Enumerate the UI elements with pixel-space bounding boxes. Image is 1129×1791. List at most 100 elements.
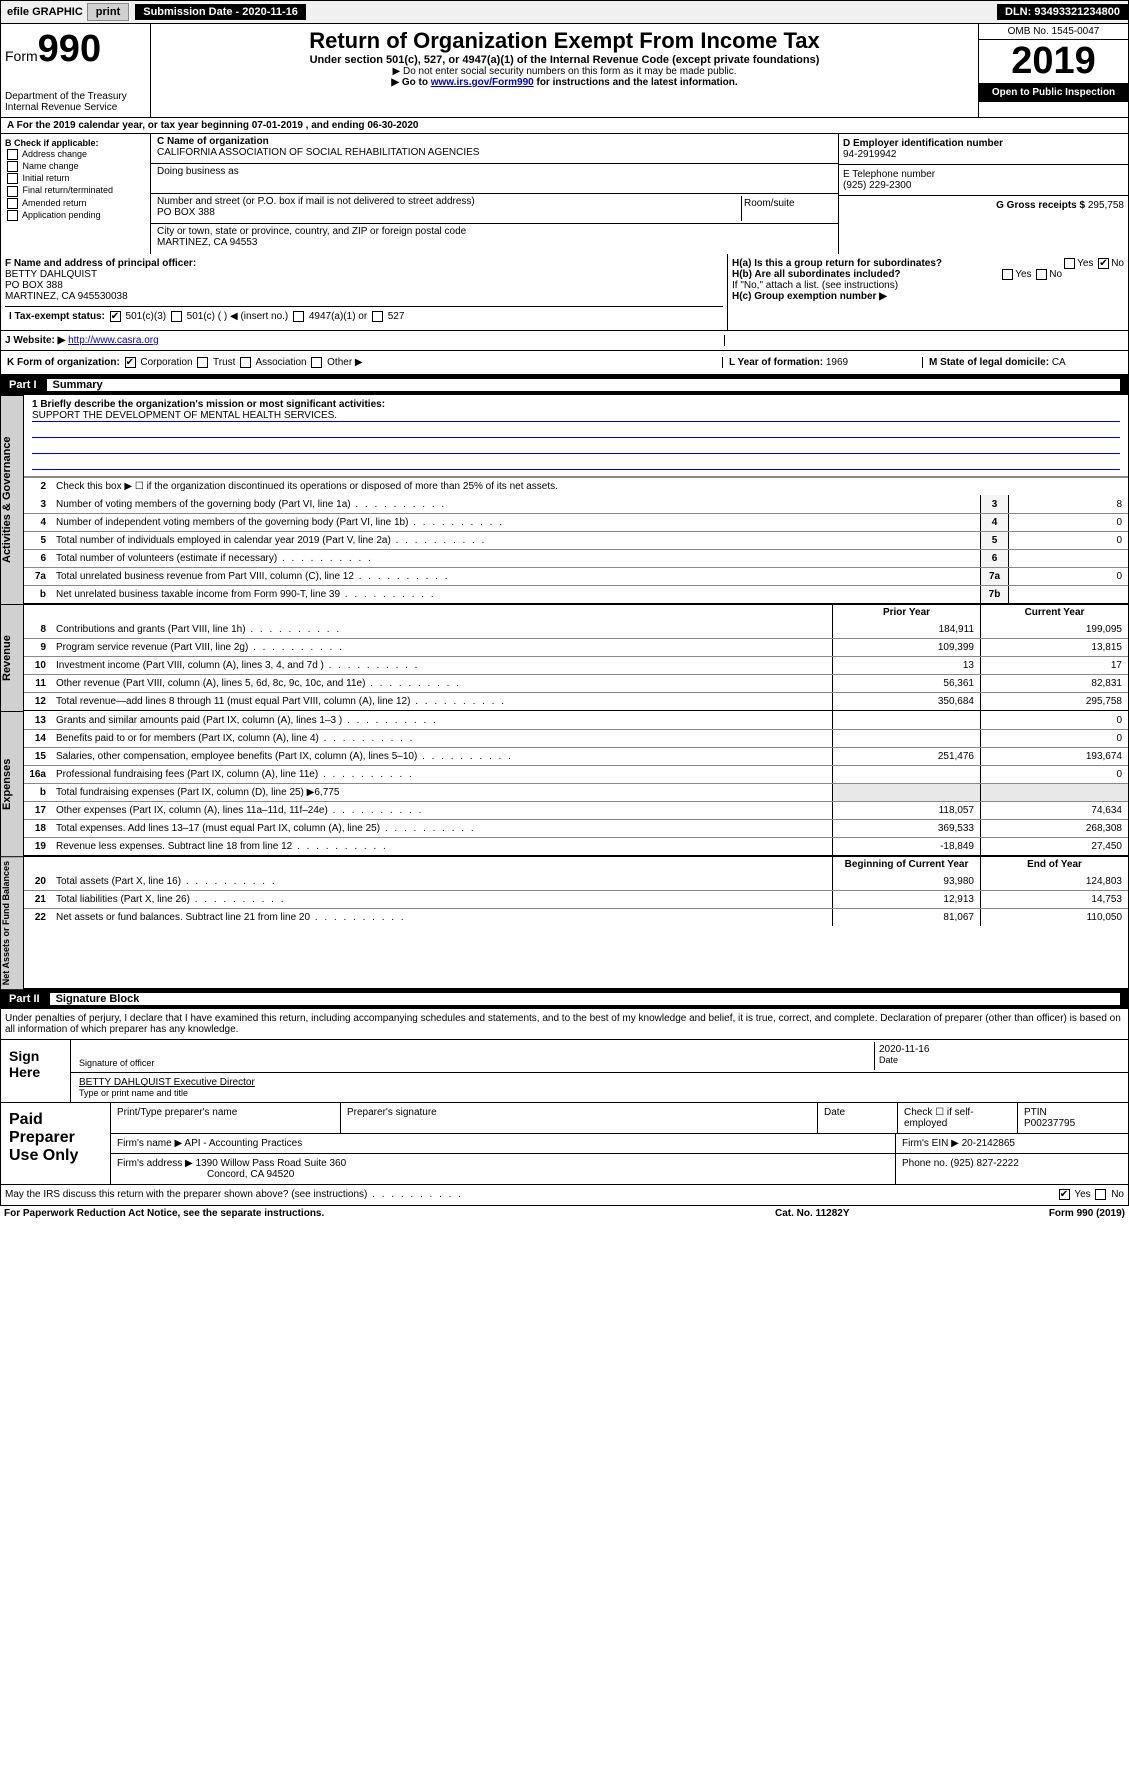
ha-label: H(a) Is this a group return for subordin…: [732, 258, 942, 269]
phone-label: E Telephone number: [843, 169, 1124, 180]
sig-officer-label: Signature of officer: [79, 1058, 870, 1068]
domicile-label: M State of legal domicile:: [929, 357, 1049, 368]
check-501c[interactable]: [171, 311, 182, 322]
org-city: MARTINEZ, CA 94553: [157, 237, 832, 248]
tax-year: 2019: [979, 40, 1128, 83]
table-row: 14Benefits paid to or for members (Part …: [24, 729, 1128, 747]
penalty-statement: Under penalties of perjury, I declare th…: [0, 1009, 1129, 1040]
dln-number: DLN: 93493321234800: [997, 4, 1128, 20]
check-527[interactable]: [372, 311, 383, 322]
paperwork-notice: For Paperwork Reduction Act Notice, see …: [4, 1208, 775, 1219]
firm-phone: (925) 827-2222: [950, 1158, 1018, 1169]
ein-value: 94-2919942: [843, 149, 1124, 160]
gross-value: 295,758: [1088, 200, 1124, 211]
section-a-text: A For the 2019 calendar year, or tax yea…: [7, 120, 418, 131]
officer-group-row: F Name and address of principal officer:…: [0, 254, 1129, 331]
part2-title: Signature Block: [50, 993, 1120, 1005]
irs-link[interactable]: www.irs.gov/Form990: [431, 77, 534, 88]
table-row: 15Salaries, other compensation, employee…: [24, 747, 1128, 765]
check-address-change[interactable]: Address change: [5, 149, 146, 160]
discuss-no[interactable]: [1095, 1189, 1106, 1200]
table-row: 7aTotal unrelated business revenue from …: [24, 567, 1128, 585]
revenue-section: Revenue Prior Year Current Year 8Contrib…: [0, 604, 1129, 711]
part1-header: Part I Summary: [0, 375, 1129, 395]
table-row: 12Total revenue—add lines 8 through 11 (…: [24, 692, 1128, 710]
ha-no[interactable]: [1098, 258, 1109, 269]
check-corporation[interactable]: [125, 357, 136, 368]
table-row: 4Number of independent voting members of…: [24, 513, 1128, 531]
hb-no[interactable]: [1036, 269, 1047, 280]
domicile: CA: [1052, 357, 1066, 368]
net-assets-section: Net Assets or Fund Balances Beginning of…: [0, 856, 1129, 989]
firm-name: API - Accounting Practices: [184, 1138, 302, 1149]
website-link[interactable]: http://www.casra.org: [68, 335, 159, 346]
officer-addr2: MARTINEZ, CA 945530038: [5, 291, 723, 302]
check-application-pending[interactable]: Application pending: [5, 210, 146, 221]
table-row: 11Other revenue (Part VIII, column (A), …: [24, 674, 1128, 692]
ein-label: D Employer identification number: [843, 138, 1124, 149]
table-row: bNet unrelated business taxable income f…: [24, 585, 1128, 603]
print-button[interactable]: print: [87, 3, 129, 21]
ha-yes[interactable]: [1064, 258, 1075, 269]
table-row: 17Other expenses (Part IX, column (A), l…: [24, 801, 1128, 819]
section-b-label: B Check if applicable:: [5, 138, 146, 148]
vlabel-revenue: Revenue: [0, 604, 24, 711]
check-initial-return[interactable]: Initial return: [5, 173, 146, 184]
tax-status-label: I Tax-exempt status:: [9, 311, 105, 322]
irs-discuss-row: May the IRS discuss this return with the…: [0, 1185, 1129, 1205]
check-4947[interactable]: [293, 311, 304, 322]
table-row: 20Total assets (Part X, line 16)93,98012…: [24, 872, 1128, 890]
opt-assoc: Association: [255, 357, 306, 368]
hb-yes[interactable]: [1002, 269, 1013, 280]
part2-label: Part II: [9, 993, 40, 1005]
city-label: City or town, state or province, country…: [157, 226, 832, 237]
k-row: K Form of organization: Corporation Trus…: [0, 351, 1129, 375]
year-formation: 1969: [826, 357, 848, 368]
table-row: 19Revenue less expenses. Subtract line 1…: [24, 837, 1128, 855]
check-501c3[interactable]: [110, 311, 121, 322]
discuss-yes-label: Yes: [1074, 1190, 1090, 1201]
check-association[interactable]: [240, 357, 251, 368]
opt-corp: Corporation: [140, 357, 192, 368]
table-row: 3Number of voting members of the governi…: [24, 495, 1128, 513]
expenses-section: Expenses 13Grants and similar amounts pa…: [0, 711, 1129, 856]
check-trust[interactable]: [197, 357, 208, 368]
sign-block: Sign Here Signature of officer 2020-11-1…: [0, 1040, 1129, 1103]
governance-section: Activities & Governance 1 Briefly descri…: [0, 395, 1129, 604]
preparer-label: Paid Preparer Use Only: [1, 1103, 111, 1184]
discuss-yes[interactable]: [1059, 1189, 1070, 1200]
sign-date-label: Date: [879, 1055, 1120, 1065]
top-toolbar: efile GRAPHIC print Submission Date - 20…: [0, 0, 1129, 24]
header-begin-year: Beginning of Current Year: [832, 857, 980, 872]
ptin-value: P00237795: [1024, 1118, 1122, 1129]
form-title: Return of Organization Exempt From Incom…: [155, 28, 974, 54]
opt-4947: 4947(a)(1) or: [309, 311, 367, 322]
print-name-label: Type or print name and title: [79, 1088, 255, 1098]
omb-number: OMB No. 1545-0047: [979, 24, 1128, 40]
table-row: 16aProfessional fundraising fees (Part I…: [24, 765, 1128, 783]
website-row: J Website: ▶ http://www.casra.org: [0, 331, 1129, 351]
firm-ein: 20-2142865: [962, 1138, 1015, 1149]
mission-label: 1 Briefly describe the organization's mi…: [32, 399, 1120, 410]
check-other[interactable]: [311, 357, 322, 368]
part1-title: Summary: [47, 379, 1120, 391]
firm-city: Concord, CA 94520: [117, 1169, 889, 1180]
org-name: CALIFORNIA ASSOCIATION OF SOCIAL REHABIL…: [157, 147, 832, 158]
ptin-label: PTIN: [1024, 1107, 1122, 1118]
check-final-return[interactable]: Final return/terminated: [5, 185, 146, 196]
form-number-big: 990: [38, 28, 101, 70]
check-name-change[interactable]: Name change: [5, 161, 146, 172]
section-b: B Check if applicable: Address change Na…: [1, 134, 151, 254]
table-row: bTotal fundraising expenses (Part IX, co…: [24, 783, 1128, 801]
table-row: 6Total number of volunteers (estimate if…: [24, 549, 1128, 567]
year-formation-label: L Year of formation:: [729, 357, 823, 368]
k-label: K Form of organization:: [7, 357, 120, 368]
table-row: 9Program service revenue (Part VIII, lin…: [24, 638, 1128, 656]
dba-label: Doing business as: [157, 166, 832, 177]
firm-addr: 1390 Willow Pass Road Suite 360: [196, 1158, 347, 1169]
form-note-ssn: ▶ Do not enter social security numbers o…: [155, 66, 974, 77]
form-header: Form990 Department of the Treasury Inter…: [0, 24, 1129, 118]
form-prefix: Form: [5, 48, 38, 64]
check-amended-return[interactable]: Amended return: [5, 198, 146, 209]
room-label: Room/suite: [742, 196, 832, 221]
